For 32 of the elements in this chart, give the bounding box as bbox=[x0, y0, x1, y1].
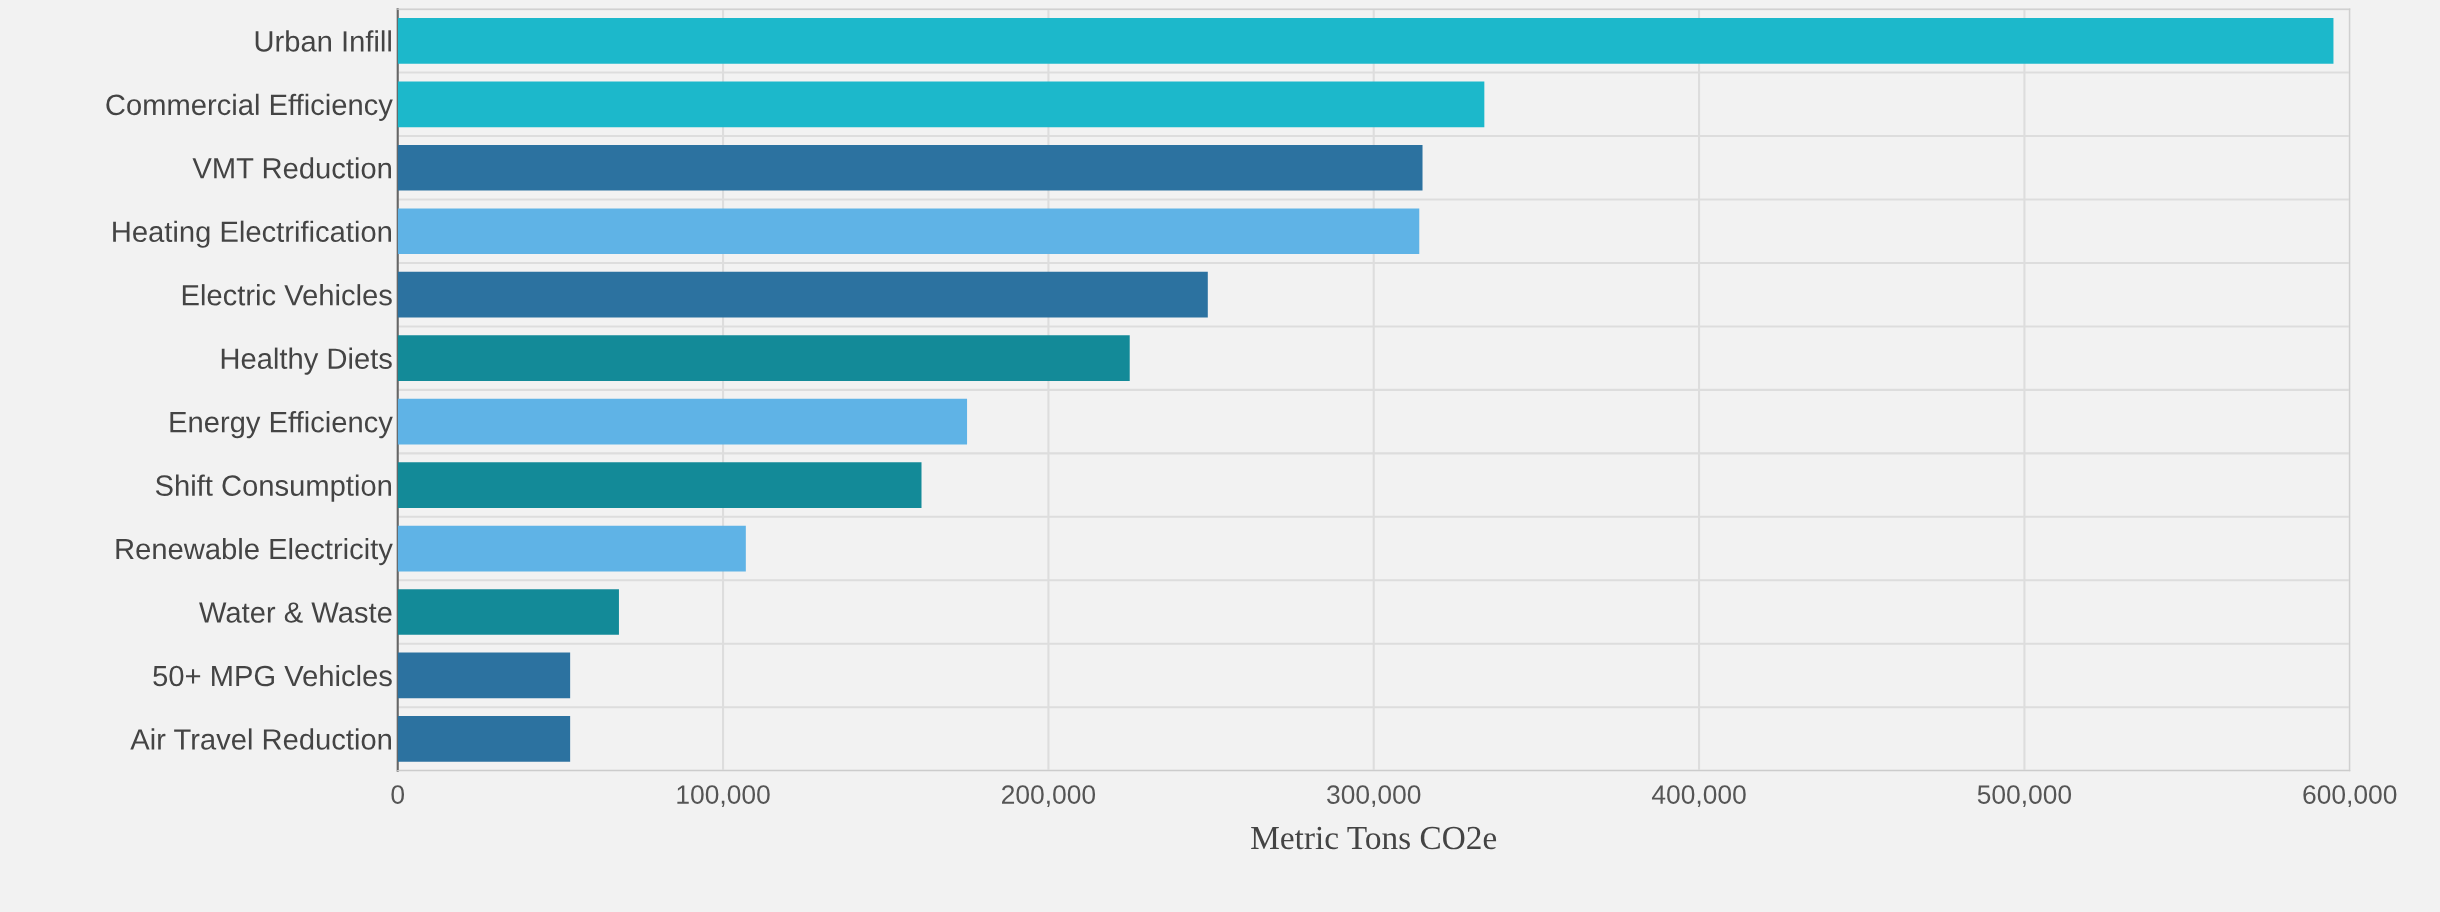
x-tick-label: 200,000 bbox=[1002, 785, 1096, 808]
bar bbox=[397, 144, 1423, 191]
y-tick-label: 50+ MPG Vehicles bbox=[153, 664, 392, 687]
bar bbox=[397, 398, 968, 445]
bar bbox=[397, 525, 746, 572]
bar bbox=[397, 335, 1130, 381]
y-tick-label: Urban Infill bbox=[255, 30, 391, 52]
y-tick-label: Healthy Diets bbox=[221, 347, 392, 375]
y-tick-label: Shift Consumption bbox=[155, 474, 391, 502]
x-tick-label: 300,000 bbox=[1327, 785, 1421, 808]
x-tick-label: 0 bbox=[391, 785, 405, 804]
y-tick-label: Energy Efficiency bbox=[170, 411, 393, 439]
y-tick-label: Air Travel Reduction bbox=[130, 728, 391, 750]
bar bbox=[397, 208, 1420, 255]
y-tick-label: Renewable Electricity bbox=[116, 537, 393, 566]
bar bbox=[397, 81, 1485, 128]
y-tick-label: Water & Waste bbox=[199, 602, 392, 623]
y-tick-label: Heating Electrification bbox=[113, 220, 391, 248]
bar bbox=[397, 462, 922, 508]
bar bbox=[397, 18, 2334, 64]
bar bbox=[397, 271, 1208, 318]
x-tick-label: 400,000 bbox=[1651, 785, 1746, 808]
y-tick-label: Commercial Efficiency bbox=[106, 93, 393, 121]
x-tick-label: 600,000 bbox=[2303, 785, 2397, 808]
bar bbox=[397, 716, 571, 762]
y-tick-label: VMT Reduction bbox=[192, 157, 391, 179]
x-axis-title: Metric Tons CO2e bbox=[1251, 826, 1497, 850]
bar bbox=[397, 652, 571, 699]
x-tick-label: 100,000 bbox=[677, 785, 770, 808]
x-tick-label: 500,000 bbox=[1977, 785, 2072, 808]
y-tick-label: Electric Vehicles bbox=[182, 284, 392, 306]
bar bbox=[397, 589, 619, 635]
